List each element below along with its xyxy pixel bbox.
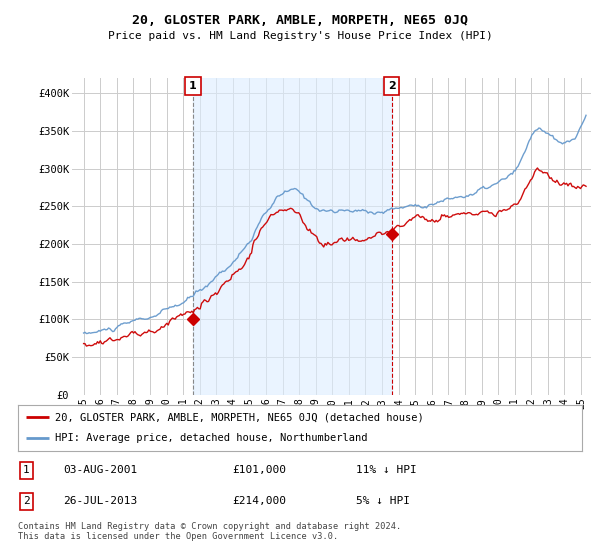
Text: HPI: Average price, detached house, Northumberland: HPI: Average price, detached house, Nort… bbox=[55, 433, 367, 444]
Text: 20, GLOSTER PARK, AMBLE, MORPETH, NE65 0JQ: 20, GLOSTER PARK, AMBLE, MORPETH, NE65 0… bbox=[132, 14, 468, 27]
Text: 1: 1 bbox=[189, 81, 197, 91]
Text: 2: 2 bbox=[388, 81, 395, 91]
Text: 11% ↓ HPI: 11% ↓ HPI bbox=[356, 465, 417, 475]
Text: £101,000: £101,000 bbox=[232, 465, 286, 475]
Text: 03-AUG-2001: 03-AUG-2001 bbox=[63, 465, 137, 475]
Text: £214,000: £214,000 bbox=[232, 496, 286, 506]
Text: Contains HM Land Registry data © Crown copyright and database right 2024.
This d: Contains HM Land Registry data © Crown c… bbox=[18, 522, 401, 542]
Text: 26-JUL-2013: 26-JUL-2013 bbox=[63, 496, 137, 506]
Text: 1: 1 bbox=[23, 465, 30, 475]
Bar bbox=[193, 78, 392, 395]
Text: 2: 2 bbox=[23, 496, 30, 506]
Text: 20, GLOSTER PARK, AMBLE, MORPETH, NE65 0JQ (detached house): 20, GLOSTER PARK, AMBLE, MORPETH, NE65 0… bbox=[55, 412, 424, 422]
Text: 5% ↓ HPI: 5% ↓ HPI bbox=[356, 496, 410, 506]
Text: Price paid vs. HM Land Registry's House Price Index (HPI): Price paid vs. HM Land Registry's House … bbox=[107, 31, 493, 41]
